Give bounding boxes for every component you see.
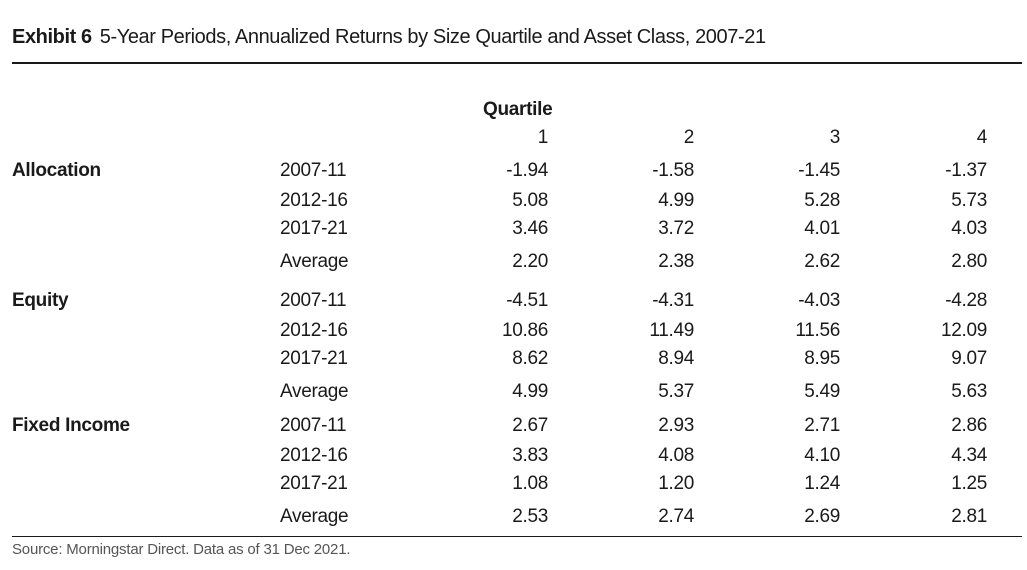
- value-cell: -4.03: [798, 290, 840, 311]
- value-cell: 2.93: [658, 415, 694, 436]
- value-cell: 9.07: [951, 348, 987, 369]
- period-label: 2012-16: [280, 320, 348, 341]
- period-label: 2007-11: [280, 160, 347, 181]
- period-label: 2012-16: [280, 190, 348, 211]
- value-cell: 11.56: [795, 320, 840, 341]
- column-group-header: Quartile: [483, 99, 553, 120]
- value-cell: 10.86: [501, 320, 548, 341]
- value-cell: 2.38: [658, 251, 694, 272]
- period-label: 2012-16: [280, 445, 348, 466]
- group-label: Fixed Income: [12, 415, 130, 436]
- group-label: Allocation: [12, 160, 101, 181]
- value-cell: 3.72: [658, 218, 694, 239]
- value-cell: 8.95: [804, 348, 840, 369]
- value-cell: -1.37: [945, 160, 987, 181]
- value-cell: 12.09: [940, 320, 987, 341]
- value-cell: 4.34: [951, 445, 987, 466]
- value-cell: 8.94: [658, 348, 694, 369]
- value-cell: 3.46: [512, 218, 548, 239]
- value-cell: 11.49: [649, 320, 694, 341]
- value-cell: 1.25: [951, 473, 987, 494]
- value-cell: 4.99: [512, 381, 548, 402]
- exhibit-label: Exhibit 6: [12, 26, 92, 48]
- period-label: 2017-21: [280, 218, 348, 239]
- value-cell: -1.58: [652, 160, 694, 181]
- value-cell: 2.62: [804, 251, 840, 272]
- value-cell: -4.51: [506, 290, 548, 311]
- value-cell: 4.01: [804, 218, 840, 239]
- value-cell: 4.08: [658, 445, 694, 466]
- column-header: 3: [829, 127, 841, 148]
- value-cell: 1.08: [512, 473, 548, 494]
- value-cell: 2.69: [804, 506, 840, 527]
- value-cell: 5.63: [951, 381, 987, 402]
- value-cell: 8.62: [512, 348, 548, 369]
- top-rule: [12, 62, 1022, 64]
- value-cell: 5.08: [512, 190, 548, 211]
- exhibit-title-text: 5-Year Periods, Annualized Returns by Si…: [99, 26, 766, 48]
- value-cell: -4.31: [652, 290, 694, 311]
- value-cell: 2.80: [951, 251, 987, 272]
- value-cell: 5.37: [658, 381, 694, 402]
- value-cell: -4.28: [945, 290, 987, 311]
- period-label: Average: [280, 506, 349, 527]
- period-label: Average: [280, 381, 349, 402]
- group-label: Equity: [12, 290, 69, 311]
- value-cell: 2.81: [951, 506, 987, 527]
- value-cell: 1.20: [658, 473, 694, 494]
- value-cell: 2.67: [512, 415, 548, 436]
- period-label: Average: [280, 251, 349, 272]
- bottom-rule: [12, 536, 1022, 537]
- value-cell: 4.03: [951, 218, 987, 239]
- period-label: 2017-21: [280, 473, 348, 494]
- value-cell: 2.20: [512, 251, 548, 272]
- value-cell: 4.10: [804, 445, 840, 466]
- column-header: 1: [537, 127, 549, 148]
- exhibit-title: Exhibit 6 5-Year Periods, Annualized Retu…: [12, 26, 766, 49]
- value-cell: 5.28: [804, 190, 840, 211]
- value-cell: 2.71: [804, 415, 840, 436]
- value-cell: 5.73: [951, 190, 987, 211]
- value-cell: -1.45: [798, 160, 840, 181]
- period-label: 2017-21: [280, 348, 348, 369]
- value-cell: 2.53: [512, 506, 548, 527]
- source-note: Source: Morningstar Direct. Data as of 3…: [12, 541, 351, 558]
- value-cell: 5.49: [804, 381, 840, 402]
- value-cell: 2.86: [951, 415, 987, 436]
- value-cell: -1.94: [506, 160, 548, 181]
- value-cell: 1.24: [804, 473, 840, 494]
- value-cell: 2.74: [658, 506, 694, 527]
- period-label: 2007-11: [280, 415, 347, 436]
- column-header: 4: [976, 127, 988, 148]
- period-label: 2007-11: [280, 290, 347, 311]
- value-cell: 4.99: [658, 190, 694, 211]
- column-header: 2: [683, 127, 695, 148]
- value-cell: 3.83: [512, 445, 548, 466]
